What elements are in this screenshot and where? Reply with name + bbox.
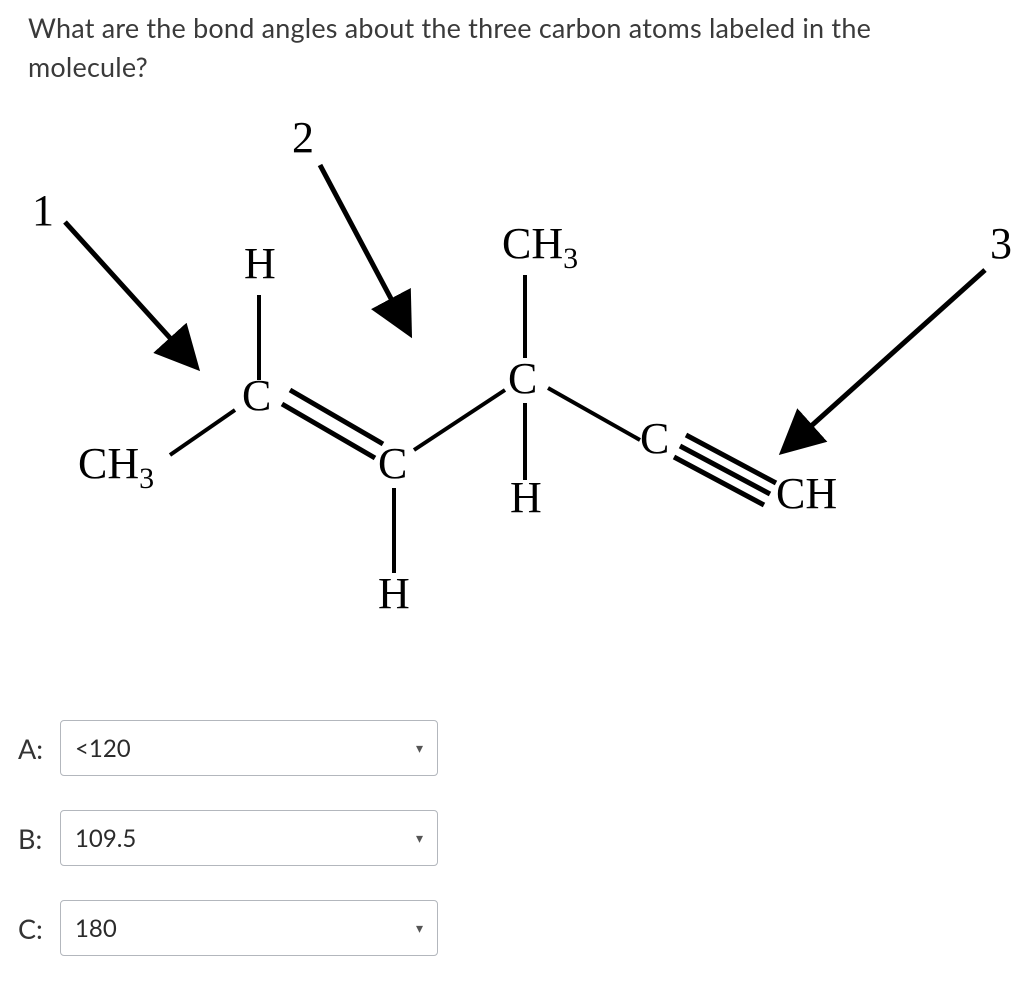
- bond-ch3-c1: [170, 410, 235, 455]
- label-1: 1: [32, 185, 54, 236]
- answer-row-c: C: 180 ▾: [18, 900, 438, 956]
- select-c-value: 180: [75, 914, 117, 943]
- bond-c2-c3: [414, 390, 505, 450]
- atom-c2: C: [378, 438, 407, 489]
- select-b-value: 109.5: [75, 824, 136, 853]
- answers-section: A: <120 ▾ B: 109.5 ▾ C: 180 ▾: [18, 720, 438, 956]
- label-3: 3: [990, 218, 1012, 269]
- answer-row-b: B: 109.5 ▾: [18, 810, 438, 866]
- arrow-1: [65, 222, 190, 360]
- select-a-value: <120: [75, 734, 131, 763]
- arrow-2: [320, 165, 405, 325]
- answer-label-c: C:: [18, 912, 50, 945]
- arrow-3: [790, 270, 985, 445]
- atom-c1: C: [242, 370, 271, 421]
- molecule-diagram: 1 2 3 CH3 H C C H C CH3 H C CH: [0, 110, 1024, 670]
- atom-c3-h: H: [510, 472, 542, 523]
- atom-c1-h: H: [244, 238, 276, 289]
- select-a[interactable]: <120 ▾: [60, 720, 438, 776]
- chevron-down-icon: ▾: [416, 919, 423, 937]
- question-text: What are the bond angles about the three…: [0, 0, 1024, 86]
- label-2: 2: [292, 112, 314, 163]
- answer-row-a: A: <120 ▾: [18, 720, 438, 776]
- atom-ch-right: CH: [776, 468, 837, 519]
- select-b[interactable]: 109.5 ▾: [60, 810, 438, 866]
- chevron-down-icon: ▾: [416, 829, 423, 847]
- atom-c3-ch3: CH3: [502, 218, 578, 269]
- atom-c2-h: H: [378, 568, 410, 619]
- select-c[interactable]: 180 ▾: [60, 900, 438, 956]
- answer-label-a: A:: [18, 732, 50, 765]
- answer-label-b: B:: [18, 822, 50, 855]
- atom-c3: C: [508, 353, 537, 404]
- bond-c3-c4: [548, 388, 640, 440]
- atom-ch3-left: CH3: [78, 438, 154, 489]
- chevron-down-icon: ▾: [416, 739, 423, 757]
- atom-c4: C: [640, 413, 669, 464]
